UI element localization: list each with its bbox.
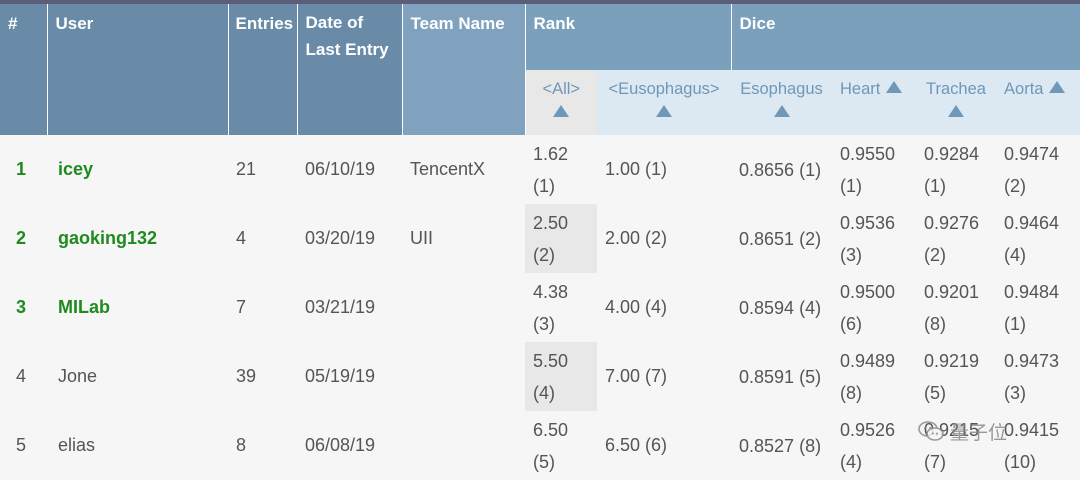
sort-heart[interactable]: Heart <box>832 70 917 135</box>
user-link[interactable]: MILab <box>58 297 110 317</box>
heart-cell: 0.9500 (6) <box>840 281 896 334</box>
entries-cell: 4 <box>236 228 247 248</box>
esophagus-cell: 0.8651 (2) <box>739 228 822 249</box>
table-row: 5 elias 8 06/08/19 6.50 (5) 6.50 (6) 0.8… <box>0 411 1080 480</box>
header-num[interactable]: # <box>0 4 48 135</box>
row-num: 2 <box>16 228 27 248</box>
watermark-text: 量子位 <box>950 422 1008 444</box>
sort-esophagus-label: Esophagus <box>740 80 823 98</box>
user-name: Jone <box>58 366 98 386</box>
header-entries[interactable]: Entries <box>228 4 298 135</box>
aorta-cell: 0.9464 (4) <box>1004 212 1060 265</box>
heart-cell: 0.9536 (3) <box>840 212 896 265</box>
rank-eso-cell: 2.00 (2) <box>605 228 668 248</box>
table-row: 3 MILab 7 03/21/19 4.38 (3) 4.00 (4) 0.8… <box>0 273 1080 342</box>
aorta-cell: 0.9484 (1) <box>1004 281 1060 334</box>
trachea-cell: 0.9284 (1) <box>924 143 980 196</box>
rank-eso-cell: 4.00 (4) <box>605 297 668 317</box>
rank-all-cell: 6.50 (5) <box>533 419 569 472</box>
esophagus-cell: 0.8656 (1) <box>739 159 822 180</box>
team-cell <box>402 273 525 342</box>
team-cell <box>402 342 525 411</box>
aorta-cell: 0.9473 (3) <box>1004 350 1060 403</box>
sort-trachea-label: Trachea <box>926 80 986 98</box>
trachea-cell: 0.9276 (2) <box>924 212 980 265</box>
entries-cell: 21 <box>236 159 257 179</box>
row-num: 5 <box>16 435 27 455</box>
header-date[interactable]: Date of Last Entry <box>297 4 403 135</box>
table-row: 1 icey 21 06/10/19 TencentX 1.62 (1) 1.0… <box>0 135 1080 204</box>
sort-arrow-up-icon <box>1049 81 1066 93</box>
row-num: 4 <box>16 366 27 386</box>
rank-all-cell: 2.50 (2) <box>525 204 597 273</box>
row-num: 3 <box>16 297 27 317</box>
esophagus-cell: 0.8591 (5) <box>739 366 822 387</box>
entries-cell: 39 <box>236 366 257 386</box>
sort-aorta-label: Aorta <box>1004 80 1044 98</box>
table-row: 2 gaoking132 4 03/20/19 UII 2.50 (2) 2.0… <box>0 204 1080 273</box>
sort-aorta[interactable]: Aorta <box>996 70 1080 135</box>
rank-all-cell: 1.62 (1) <box>533 143 569 196</box>
trachea-cell: 0.9201 (8) <box>924 281 980 334</box>
user-link[interactable]: gaoking132 <box>58 228 158 248</box>
header-rank: Rank <box>525 4 732 70</box>
header-dice: Dice <box>731 4 1080 70</box>
rank-eso-cell: 1.00 (1) <box>605 159 668 179</box>
team-cell <box>402 411 525 480</box>
header-team[interactable]: Team Name <box>402 4 526 135</box>
leaderboard-table: # User Entries Date of Last Entry Team N… <box>0 4 1080 480</box>
aorta-cell: 0.9415 (10) <box>1004 419 1060 472</box>
esophagus-cell: 0.8527 (8) <box>739 435 822 456</box>
date-cell: 03/20/19 <box>305 228 376 248</box>
sort-trachea[interactable]: Trachea <box>916 70 997 135</box>
heart-cell: 0.9550 (1) <box>840 143 896 196</box>
user-name: elias <box>58 435 96 455</box>
sort-rank-eso-label: <Eusophagus> <box>608 80 720 98</box>
sort-esophagus[interactable]: Esophagus <box>731 70 833 135</box>
rank-all-cell: 4.38 (3) <box>533 281 569 334</box>
header-user[interactable]: User <box>47 4 229 135</box>
trachea-cell: 0.9219 (5) <box>924 350 980 403</box>
rank-eso-cell: 7.00 (7) <box>605 366 668 386</box>
esophagus-cell: 0.8594 (4) <box>739 297 822 318</box>
heart-cell: 0.9489 (8) <box>840 350 896 403</box>
date-cell: 06/10/19 <box>305 159 376 179</box>
date-cell: 05/19/19 <box>305 366 376 386</box>
team-cell: TencentX <box>410 159 486 179</box>
aorta-cell: 0.9474 (2) <box>1004 143 1060 196</box>
rank-all-cell: 5.50 (4) <box>525 342 597 411</box>
sort-heart-label: Heart <box>840 80 881 98</box>
watermark: 量子位 <box>918 417 1028 445</box>
row-num: 1 <box>16 159 27 179</box>
table-row: 4 Jone 39 05/19/19 5.50 (4) 7.00 (7) 0.8… <box>0 342 1080 411</box>
sort-arrow-up-icon <box>773 105 790 117</box>
date-cell: 03/21/19 <box>305 297 376 317</box>
sort-arrow-up-icon <box>656 105 672 117</box>
team-cell: UII <box>410 228 434 248</box>
wechat-icon <box>918 421 944 441</box>
sort-arrow-up-icon <box>553 105 570 117</box>
sort-rank-all-label: <All> <box>542 80 581 98</box>
sort-arrow-up-icon <box>948 105 965 117</box>
user-link[interactable]: icey <box>58 159 94 179</box>
sort-rank-eusophagus[interactable]: <Eusophagus> <box>597 70 732 135</box>
top-strip <box>0 0 1080 4</box>
entries-cell: 8 <box>236 435 247 455</box>
sort-arrow-up-icon <box>886 81 903 93</box>
rank-eso-cell: 6.50 (6) <box>605 435 668 455</box>
date-cell: 06/08/19 <box>305 435 376 455</box>
sort-rank-all[interactable]: <All> <box>525 70 597 135</box>
heart-cell: 0.9526 (4) <box>840 419 896 472</box>
entries-cell: 7 <box>236 297 247 317</box>
